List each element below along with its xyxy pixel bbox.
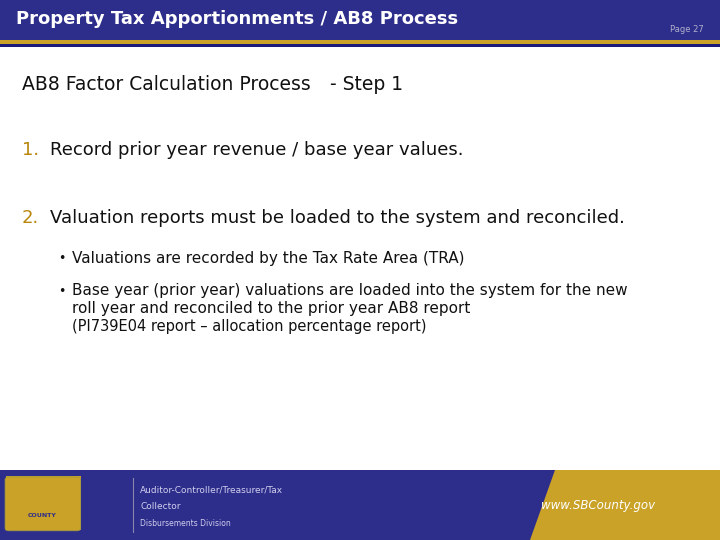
Text: - Step 1: - Step 1	[330, 76, 403, 94]
Text: COUNTY: COUNTY	[28, 513, 57, 518]
Text: Collector: Collector	[140, 502, 181, 511]
Text: Base year (prior year) valuations are loaded into the system for the new: Base year (prior year) valuations are lo…	[72, 282, 628, 298]
Text: Property Tax Apportionments / AB8 Process: Property Tax Apportionments / AB8 Proces…	[16, 10, 458, 28]
Text: Page 27: Page 27	[670, 25, 704, 35]
Text: 1.: 1.	[22, 141, 39, 159]
Text: Disbursements Division: Disbursements Division	[140, 519, 231, 528]
Bar	[6, 476, 81, 530]
FancyBboxPatch shape	[5, 477, 81, 531]
Text: •: •	[58, 252, 66, 265]
Text: roll year and reconciled to the prior year AB8 report: roll year and reconciled to the prior ye…	[72, 300, 470, 315]
Text: Valuations are recorded by the Tax Rate Area (TRA): Valuations are recorded by the Tax Rate …	[72, 251, 464, 266]
Bar	[0, 470, 720, 540]
Bar	[0, 40, 720, 44]
Text: 2.: 2.	[22, 209, 40, 227]
Text: •: •	[58, 286, 66, 299]
Bar	[0, 44, 720, 47]
Bar	[0, 0, 720, 40]
Text: Record prior year revenue / base year values.: Record prior year revenue / base year va…	[50, 141, 464, 159]
Polygon shape	[530, 470, 720, 540]
Text: AB8 Factor Calculation Process: AB8 Factor Calculation Process	[22, 76, 311, 94]
Text: Valuation reports must be loaded to the system and reconciled.: Valuation reports must be loaded to the …	[50, 209, 625, 227]
Text: Auditor-Controller/Treasurer/Tax: Auditor-Controller/Treasurer/Tax	[140, 485, 284, 494]
Text: www.SBCounty.gov: www.SBCounty.gov	[541, 498, 654, 511]
Text: (PI739E04 report – allocation percentage report): (PI739E04 report – allocation percentage…	[72, 319, 426, 334]
